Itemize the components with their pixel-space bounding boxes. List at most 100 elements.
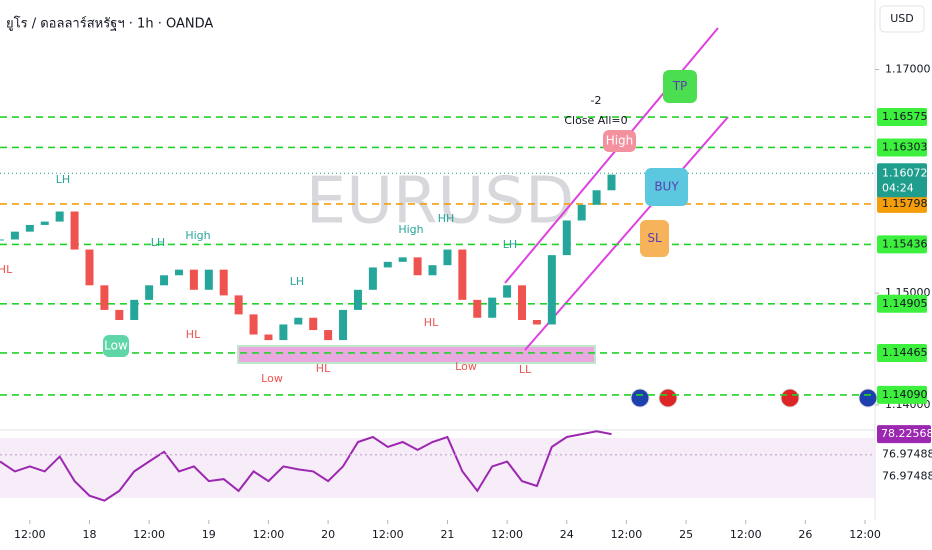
annotation: HL [424, 316, 439, 329]
candle [503, 285, 512, 298]
x-tick-label: 25 [679, 528, 693, 541]
level-label: 1.14465 [882, 346, 928, 359]
event-icon[interactable] [858, 388, 878, 408]
level-label-box [877, 385, 927, 404]
rsi-level-label: 76.97488 [882, 470, 932, 483]
level-label-box [877, 343, 927, 362]
candle [592, 190, 601, 205]
level-label: 1.15798 [882, 197, 928, 210]
bubble [645, 168, 688, 206]
candle [562, 220, 571, 256]
candle [264, 334, 273, 341]
level-label-box [877, 108, 927, 127]
candle [324, 330, 333, 341]
chart-title: ยูโร / ดอลลาร์สหรัฐฯ · 1h · OANDA [6, 16, 213, 32]
annotation: LH [151, 236, 165, 249]
x-tick-label: 12:00 [14, 528, 46, 541]
candle [70, 211, 79, 250]
event-icon[interactable] [658, 388, 678, 408]
candle [294, 317, 303, 325]
candle [383, 261, 392, 268]
candle [607, 174, 616, 191]
candle [100, 285, 109, 310]
level-label-box [877, 235, 927, 254]
candle [413, 257, 422, 276]
event-icon[interactable] [780, 388, 800, 408]
candle [55, 211, 64, 222]
x-tick-label: 12:00 [611, 528, 643, 541]
annotation: LH [503, 238, 517, 251]
bubble [603, 130, 636, 152]
candle [577, 204, 586, 221]
annotation: HH [438, 212, 455, 225]
bubble [103, 335, 129, 357]
x-tick-label: 19 [202, 528, 216, 541]
candle [368, 267, 377, 290]
currency-button[interactable] [879, 5, 925, 33]
candle [234, 295, 243, 315]
candle [204, 269, 213, 290]
bubble-label: High [606, 134, 634, 148]
candle [547, 255, 556, 325]
annotation: -2 [591, 94, 602, 107]
candle [145, 285, 154, 300]
candle [428, 265, 437, 276]
bubble [640, 220, 669, 257]
bubble-label: SL [647, 231, 662, 245]
y-tick-label: 1.17000 [885, 63, 931, 76]
level-label: 1.14905 [882, 297, 928, 310]
candle [10, 231, 19, 240]
rsi-band [0, 438, 875, 498]
candle [25, 224, 34, 232]
candle [443, 249, 452, 266]
candle [174, 269, 183, 276]
candle [249, 314, 258, 335]
x-tick-label: 12:00 [730, 528, 762, 541]
rsi-level-label: 76.97488 [882, 448, 932, 461]
candle [309, 317, 318, 331]
rsi-last-box [877, 425, 931, 444]
candle [160, 275, 169, 286]
x-tick-label: 18 [82, 528, 96, 541]
candle [219, 269, 228, 296]
x-tick-label: 21 [440, 528, 454, 541]
rsi-line [0, 430, 612, 502]
x-tick-label: 20 [321, 528, 335, 541]
x-tick-label: 26 [798, 528, 812, 541]
annotation: Low [455, 360, 477, 373]
candle [532, 319, 541, 325]
candle [339, 309, 348, 341]
channel-lower [524, 116, 729, 351]
bubble-label: BUY [654, 180, 679, 194]
level-label: 1.16575 [882, 110, 928, 123]
annotation: LL [519, 363, 532, 376]
bubble-label: TP [672, 79, 688, 93]
candle [488, 297, 497, 318]
x-tick-label: 12:00 [253, 528, 285, 541]
rsi-last-label: 78.22568 [881, 427, 932, 440]
annotation: Low [261, 372, 283, 385]
level-label-box [877, 194, 927, 213]
annotation: LH [290, 275, 304, 288]
candle [473, 299, 482, 318]
x-tick-label: 12:00 [491, 528, 523, 541]
x-tick-label: 12:00 [849, 528, 881, 541]
candle [40, 221, 49, 225]
annotation: High [185, 229, 210, 242]
x-tick-label: 12:00 [133, 528, 165, 541]
candle [0, 239, 4, 241]
countdown: 04:24 [882, 181, 914, 194]
candle [458, 249, 467, 300]
last-price-label: 1.16072 [882, 166, 928, 179]
level-label: 1.15436 [882, 237, 928, 250]
annotation: LH [56, 173, 70, 186]
currency[interactable]: USD [890, 12, 914, 25]
annotation: Close All=0 [564, 114, 627, 127]
event-icons [630, 388, 878, 408]
x-tick-label: 24 [560, 528, 574, 541]
event-icon[interactable] [630, 388, 650, 408]
bubble [663, 70, 697, 103]
x-tick-label: 12:00 [372, 528, 404, 541]
annotation: High [398, 223, 423, 236]
